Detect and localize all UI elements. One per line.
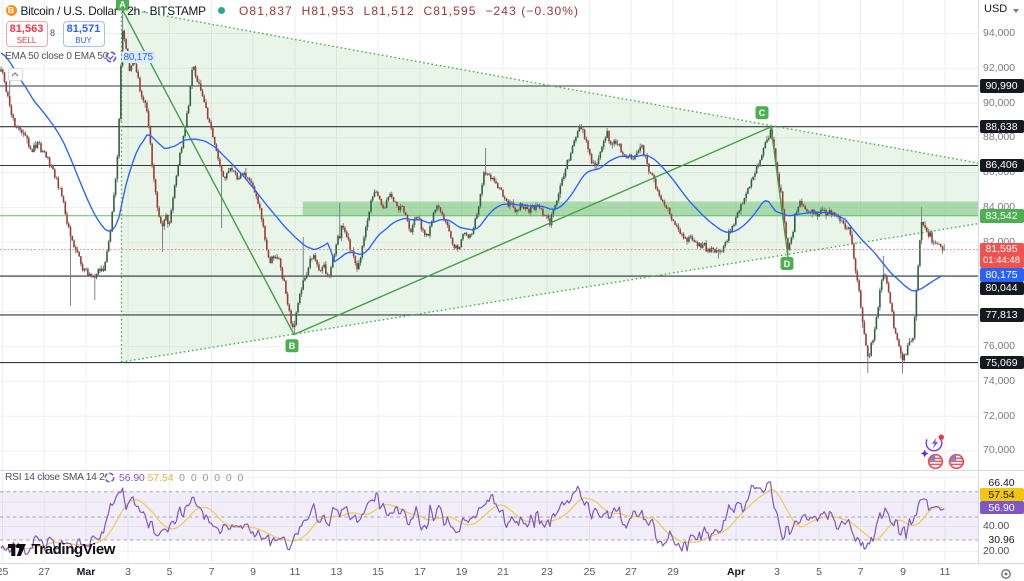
svg-text:D: D <box>784 259 791 269</box>
svg-text:C: C <box>759 108 766 118</box>
svg-text:B: B <box>289 341 296 351</box>
svg-text:A: A <box>119 0 126 9</box>
